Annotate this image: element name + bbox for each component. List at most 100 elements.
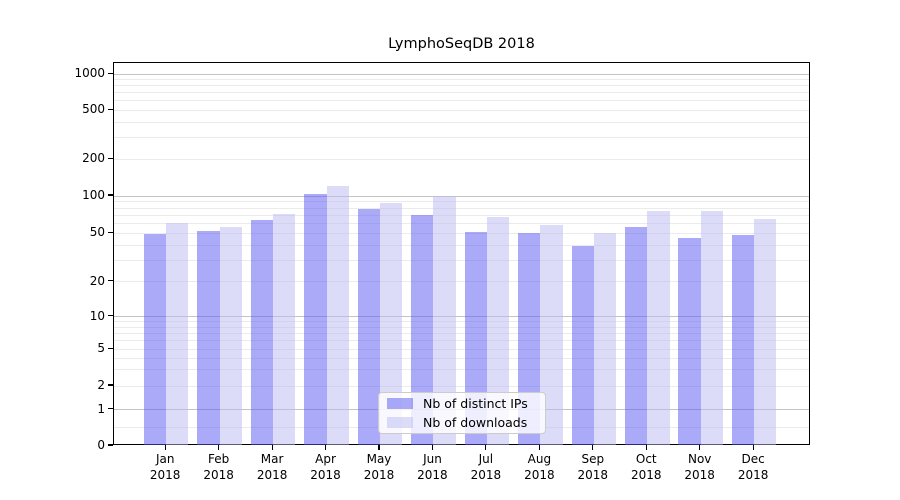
bar-distinct-ips-aug <box>518 233 541 445</box>
bar-downloads-mar <box>273 213 296 445</box>
bar-distinct-ips-oct <box>624 227 648 445</box>
legend-label: Nb of distinct IPs <box>423 396 528 411</box>
gridline-minor <box>114 232 809 234</box>
gridline-minor <box>114 222 809 224</box>
x-tick-mark <box>378 445 380 450</box>
x-tick-mark <box>431 445 434 450</box>
gridline-minor <box>114 385 809 387</box>
gridline-major <box>114 316 809 318</box>
y-tick-label-20: 20 <box>89 273 105 288</box>
y-tick-label-50: 50 <box>89 225 105 240</box>
gridline-minor <box>114 85 809 87</box>
bar-distinct-ips-mar <box>250 220 274 445</box>
bar-downloads-jan <box>166 222 189 445</box>
x-tick-mark <box>699 445 701 450</box>
bar-downloads-sep <box>593 233 617 445</box>
bar-distinct-ips-nov <box>678 237 701 445</box>
x-tick-mark <box>485 445 487 450</box>
legend-swatch-downloads <box>387 417 413 428</box>
x-tick-label-jan: Jan 2018 <box>149 452 181 482</box>
gridline-minor <box>114 137 809 139</box>
gridline-minor <box>114 259 809 261</box>
x-tick-label-mar: Mar 2018 <box>256 452 288 482</box>
y-tick-mark <box>108 231 113 233</box>
y-tick-label-5: 5 <box>97 341 105 356</box>
bar-downloads-dec <box>754 219 777 445</box>
gridline-minor <box>114 348 809 350</box>
x-tick-label-nov: Nov 2018 <box>684 452 715 482</box>
x-tick-label-jul: Jul 2018 <box>470 452 502 482</box>
gridline-major <box>114 73 809 75</box>
x-tick-mark <box>164 445 166 450</box>
y-tick-label-2: 2 <box>97 378 105 392</box>
y-tick-label-200: 200 <box>82 151 105 166</box>
bar-downloads-oct <box>647 210 670 445</box>
y-tick-mark <box>108 444 113 446</box>
gridline-minor <box>114 244 809 246</box>
x-tick-label-feb: Feb 2018 <box>203 452 234 482</box>
y-tick-mark <box>108 194 113 196</box>
y-tick-label-1: 1 <box>97 401 105 416</box>
x-tick-mark <box>324 445 327 450</box>
bar-downloads-aug <box>540 225 563 445</box>
x-tick-label-apr: Apr 2018 <box>310 452 341 482</box>
x-tick-label-dec: Dec 2018 <box>737 452 769 482</box>
gridline-minor <box>114 109 809 111</box>
bar-distinct-ips-jul <box>464 232 487 445</box>
x-tick-mark <box>752 445 754 450</box>
y-tick-mark <box>108 280 113 282</box>
gridline-minor <box>114 326 809 328</box>
bar-downloads-feb <box>219 227 242 445</box>
y-tick-mark <box>108 384 113 386</box>
x-tick-mark <box>645 445 647 450</box>
y-tick-label-100: 100 <box>82 188 105 202</box>
legend-item: Nb of distinct IPs <box>387 396 537 411</box>
bar-downloads-nov <box>700 210 723 445</box>
x-tick-mark <box>218 445 220 450</box>
x-tick-label-oct: Oct 2018 <box>630 452 662 482</box>
y-tick-mark <box>108 315 113 317</box>
legend: Nb of distinct IPs Nb of downloads <box>378 392 546 434</box>
x-tick-label-jun: Jun 2018 <box>417 452 448 482</box>
legend-item: Nb of downloads <box>387 415 537 430</box>
gridline-minor <box>114 207 809 209</box>
y-tick-label-500: 500 <box>82 102 105 117</box>
gridline-minor <box>114 214 809 216</box>
gridline-minor <box>114 369 809 371</box>
bar-distinct-ips-jan <box>143 234 167 445</box>
x-tick-label-sep: Sep 2018 <box>577 452 609 482</box>
y-tick-mark <box>108 347 113 349</box>
gridline-minor <box>114 340 809 342</box>
gridline-minor <box>114 158 809 160</box>
y-tick-mark <box>108 407 113 410</box>
bar-downloads-apr <box>326 186 349 445</box>
bar-distinct-ips-apr <box>304 193 327 445</box>
gridline-minor <box>114 281 809 283</box>
gridline-major <box>114 195 809 197</box>
x-tick-mark <box>271 445 273 450</box>
gridline-minor <box>114 100 809 102</box>
plot-area <box>113 62 810 445</box>
bar-distinct-ips-feb <box>197 231 220 445</box>
x-tick-label-aug: Aug 2018 <box>524 452 555 482</box>
x-tick-mark <box>538 445 540 450</box>
y-tick-mark <box>108 72 113 74</box>
gridline-minor <box>114 321 809 323</box>
y-tick-label-0: 0 <box>97 438 105 452</box>
gridline-minor <box>114 357 809 359</box>
chart-title: LymphoSeqDB 2018 <box>388 36 535 52</box>
bar-distinct-ips-may <box>357 209 380 445</box>
gridline-minor <box>114 121 809 123</box>
bar-distinct-ips-dec <box>731 235 755 445</box>
gridline-minor <box>114 79 809 81</box>
bar-downloads-jun <box>433 196 456 445</box>
bar-downloads-jul <box>486 216 510 445</box>
y-tick-label-1000: 1000 <box>74 66 105 81</box>
legend-swatch-distinct-ips <box>387 398 413 409</box>
gridline-minor <box>114 333 809 335</box>
bar-distinct-ips-jun <box>411 215 434 445</box>
gridline-minor <box>114 92 809 94</box>
y-tick-label-10: 10 <box>89 308 105 323</box>
gridline-minor <box>114 201 809 203</box>
